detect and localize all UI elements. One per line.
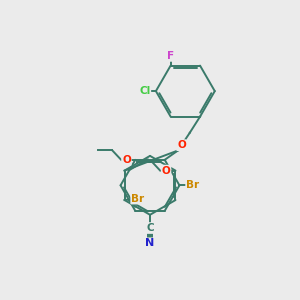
Text: C: C	[146, 223, 154, 233]
Text: N: N	[146, 238, 154, 248]
Text: F: F	[167, 51, 174, 61]
Text: Br: Br	[131, 194, 144, 204]
Text: O: O	[122, 155, 131, 165]
Text: O: O	[162, 166, 170, 176]
Text: Br: Br	[186, 180, 199, 190]
Text: O: O	[177, 140, 186, 150]
Text: Cl: Cl	[139, 86, 150, 96]
